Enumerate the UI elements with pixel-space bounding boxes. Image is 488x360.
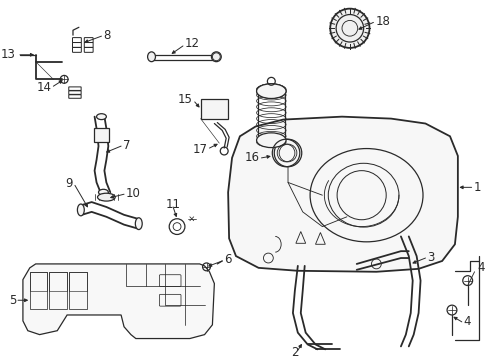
Text: 14: 14 — [36, 81, 51, 94]
Text: 7: 7 — [123, 139, 130, 152]
Ellipse shape — [97, 193, 115, 201]
Text: 16: 16 — [244, 152, 259, 165]
Text: 18: 18 — [375, 15, 389, 28]
Text: 4: 4 — [476, 261, 484, 274]
Text: 3: 3 — [427, 251, 434, 264]
Ellipse shape — [147, 52, 155, 62]
Ellipse shape — [211, 52, 221, 62]
Ellipse shape — [77, 204, 84, 216]
Text: 4: 4 — [463, 315, 470, 328]
Text: 15: 15 — [178, 94, 192, 107]
Polygon shape — [23, 264, 214, 338]
Ellipse shape — [256, 84, 285, 99]
Ellipse shape — [256, 133, 285, 148]
FancyBboxPatch shape — [93, 129, 109, 142]
Text: 1: 1 — [472, 181, 480, 194]
Text: 11: 11 — [165, 198, 180, 211]
Text: 8: 8 — [103, 29, 111, 42]
Text: 9: 9 — [65, 177, 73, 190]
Text: 5: 5 — [9, 294, 16, 307]
Ellipse shape — [135, 218, 142, 230]
Ellipse shape — [98, 189, 108, 195]
Ellipse shape — [96, 114, 106, 120]
Text: 17: 17 — [192, 143, 207, 156]
Text: 6: 6 — [224, 253, 231, 266]
Ellipse shape — [256, 84, 285, 99]
Polygon shape — [228, 117, 457, 272]
Text: 13: 13 — [1, 48, 16, 61]
Text: 2: 2 — [290, 346, 298, 359]
FancyBboxPatch shape — [200, 99, 228, 118]
Text: 10: 10 — [126, 187, 141, 200]
Text: 12: 12 — [184, 37, 200, 50]
Circle shape — [329, 9, 369, 48]
